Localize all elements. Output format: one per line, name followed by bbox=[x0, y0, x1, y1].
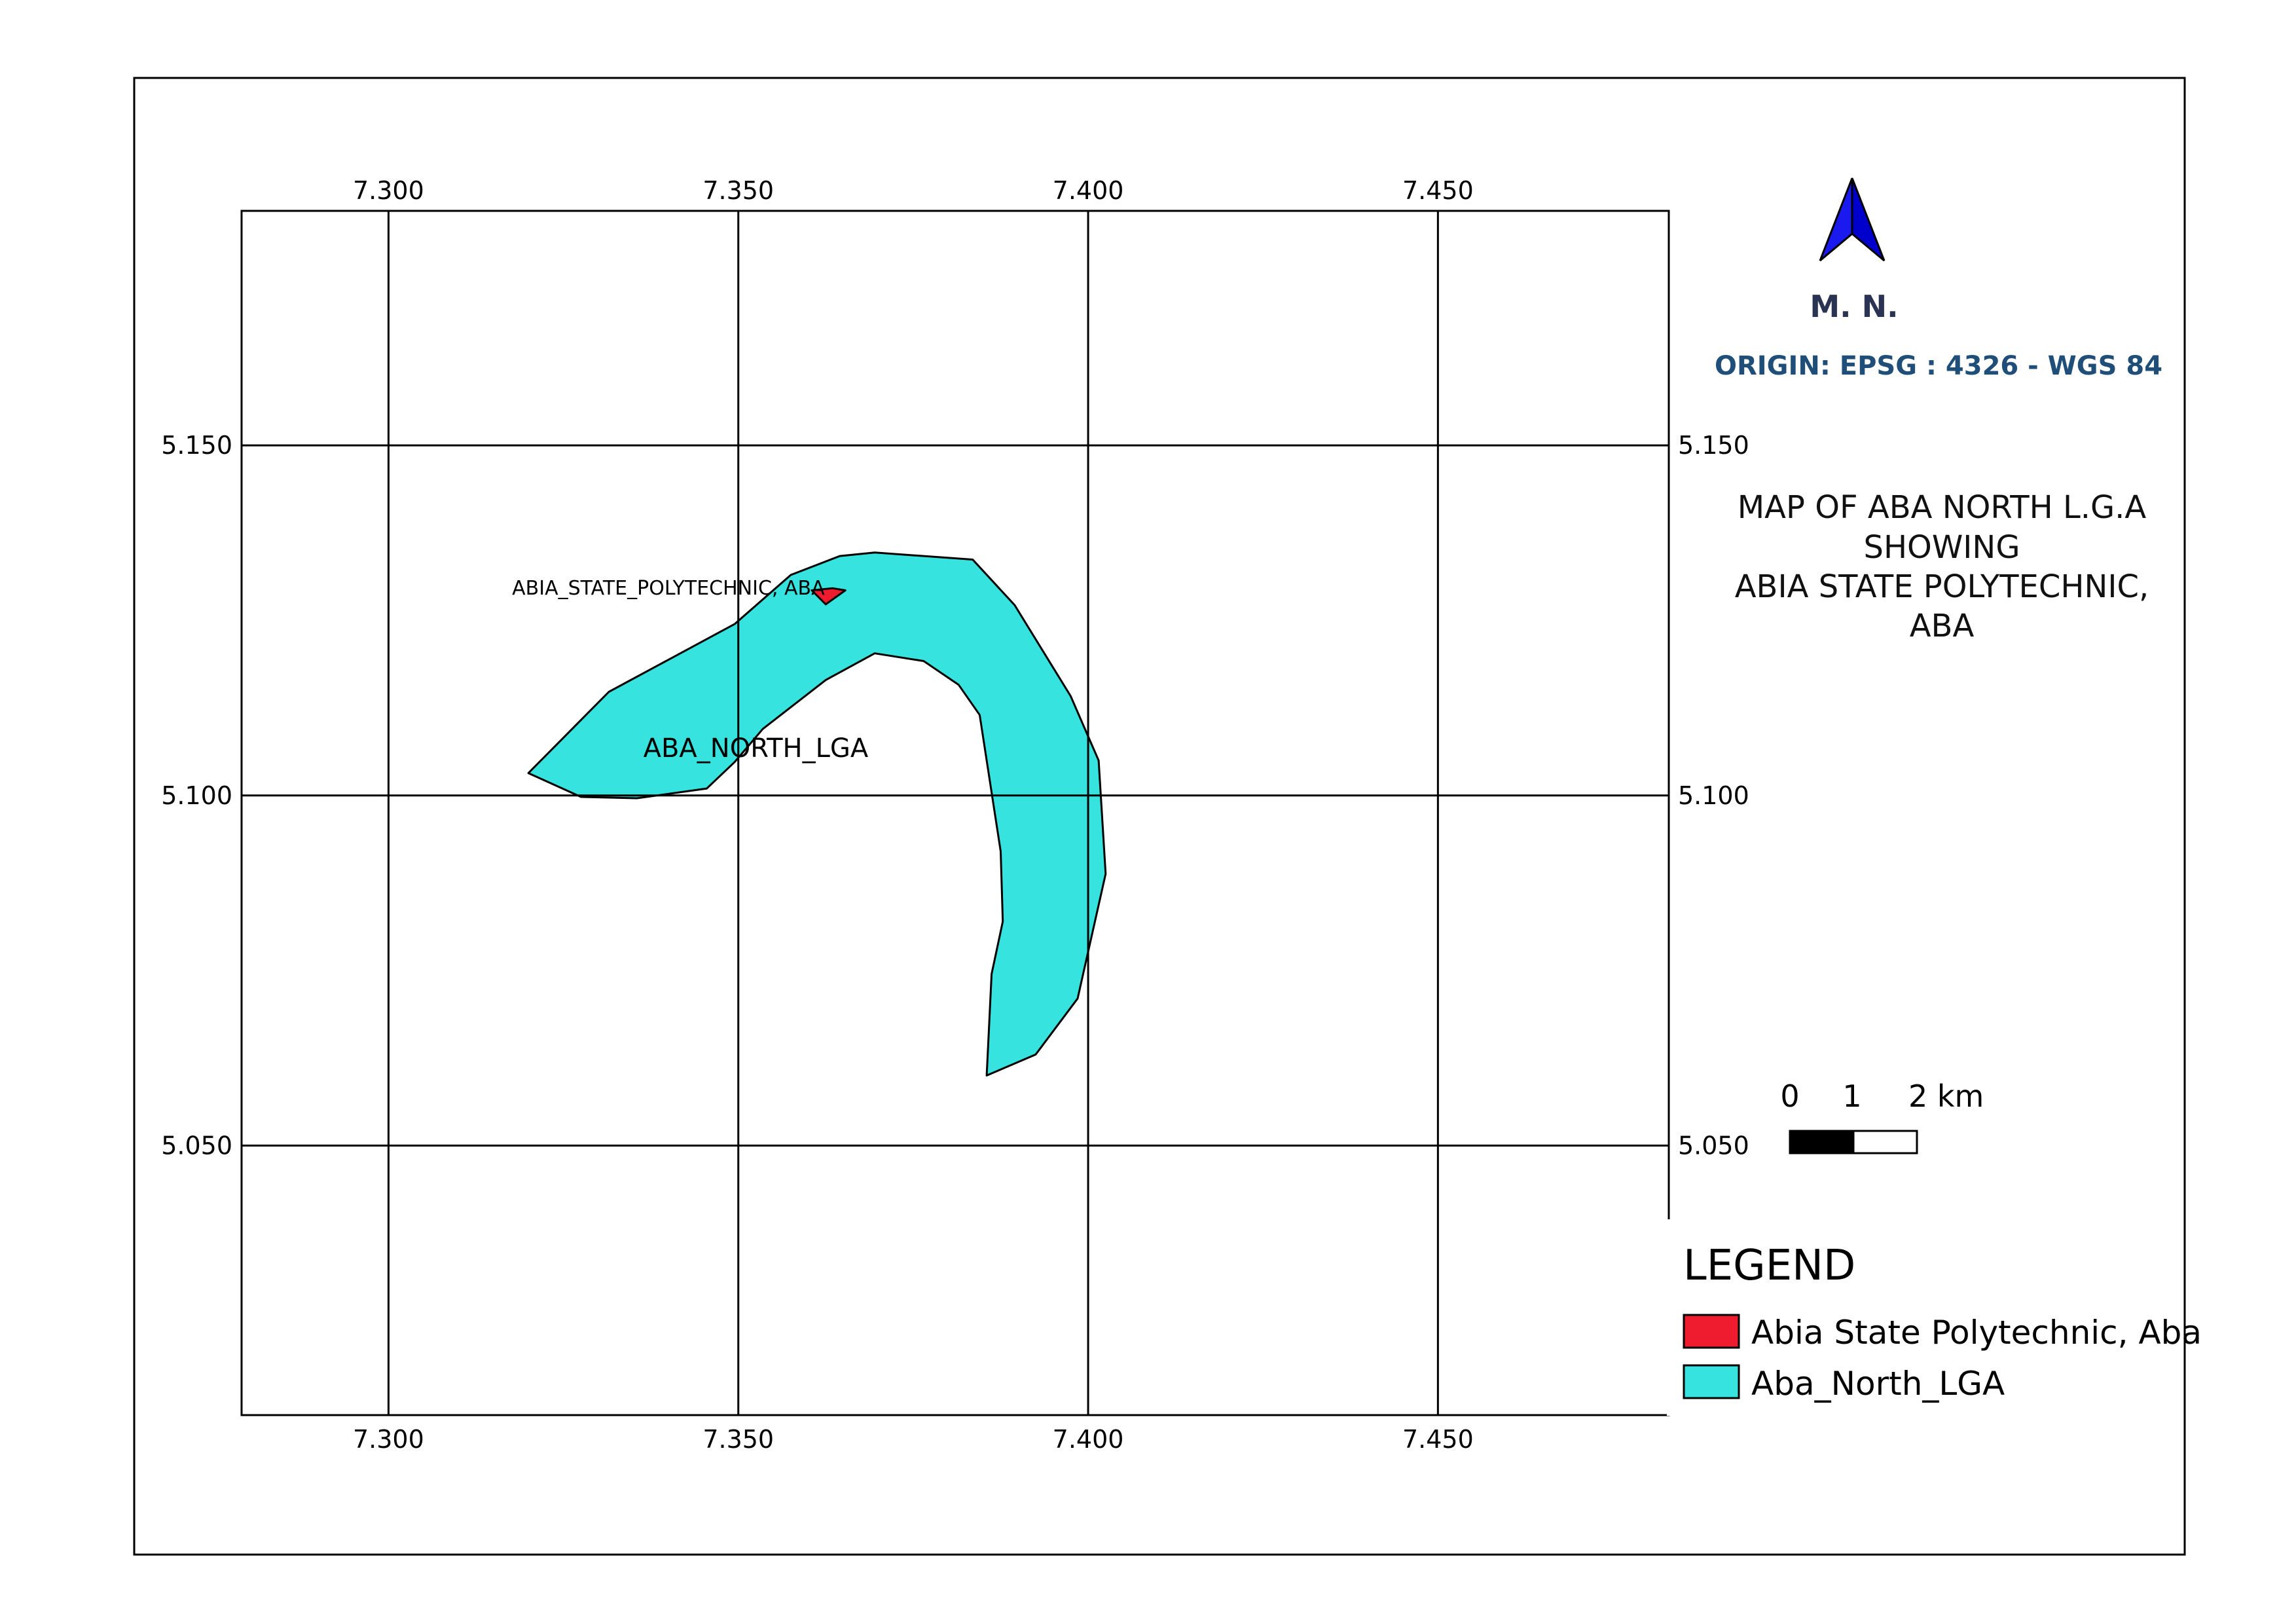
map-background bbox=[242, 211, 1669, 1415]
y-tick-label-right: 5.100 bbox=[1678, 781, 1749, 810]
map-title-line: MAP OF ABA NORTH L.G.A bbox=[1738, 489, 2147, 526]
legend-label-lga: Aba_North_LGA bbox=[1751, 1365, 2005, 1403]
north-arrow-label: M. N. bbox=[1810, 289, 1898, 324]
legend-label-polytechnic: Abia State Polytechnic, Aba bbox=[1751, 1314, 2202, 1352]
page-frame bbox=[133, 77, 2186, 1556]
map-title-line: SHOWING bbox=[1863, 529, 2020, 566]
north-arrow bbox=[1819, 177, 1886, 262]
y-tick-label-right: 5.150 bbox=[1678, 431, 1749, 460]
x-tick-label-top: 7.450 bbox=[1402, 176, 1474, 205]
scale-segment-black bbox=[1789, 1130, 1855, 1154]
feature-labels: ABA_NORTH_LGA ABIA_STATE_POLYTECHNIC, ABA bbox=[512, 577, 869, 764]
legend: LEGEND Abia State Polytechnic, Aba Aba_N… bbox=[1667, 1219, 2202, 1416]
lga-label: ABA_NORTH_LGA bbox=[644, 733, 869, 764]
graticule bbox=[242, 211, 1669, 1415]
y-tick-label-right: 5.050 bbox=[1678, 1131, 1749, 1160]
x-tick-label-top: 7.300 bbox=[353, 176, 424, 205]
map-title-line: ABIA STATE POLYTECHNIC, bbox=[1735, 568, 2149, 605]
scale-bar: 0 1 2 km bbox=[1780, 1079, 1984, 1154]
legend-swatch-lga bbox=[1683, 1364, 1740, 1399]
x-tick-label-bottom: 7.300 bbox=[353, 1425, 424, 1454]
scale-label-0: 0 bbox=[1780, 1079, 1799, 1114]
x-tick-label-top: 7.350 bbox=[702, 176, 774, 205]
x-tick-label-top: 7.400 bbox=[1053, 176, 1124, 205]
polytechnic-polygon[interactable] bbox=[811, 587, 847, 606]
scale-segment-white bbox=[1852, 1130, 1918, 1154]
scale-label-2: 2 km bbox=[1908, 1079, 1984, 1114]
legend-title: LEGEND bbox=[1683, 1242, 1855, 1290]
y-tick-label-left: 5.150 bbox=[161, 431, 232, 460]
legend-box bbox=[1667, 1219, 2171, 1416]
scale-label-1: 1 bbox=[1842, 1079, 1861, 1114]
polytechnic-label: ABIA_STATE_POLYTECHNIC, ABA bbox=[512, 577, 825, 600]
legend-swatch-polytechnic bbox=[1683, 1314, 1740, 1349]
crs-origin: ORIGIN: EPSG : 4326 - WGS 84 bbox=[1715, 351, 2162, 381]
north-arrow-icon bbox=[1819, 177, 1853, 262]
features-layer bbox=[527, 551, 1107, 1077]
y-tick-label-left: 5.050 bbox=[161, 1131, 232, 1160]
lga-polygon[interactable] bbox=[527, 551, 1107, 1077]
map-title-line: ABA bbox=[1910, 608, 1975, 644]
x-tick-label-bottom: 7.350 bbox=[702, 1425, 774, 1454]
x-tick-label-bottom: 7.450 bbox=[1402, 1425, 1474, 1454]
y-tick-label-left: 5.100 bbox=[161, 781, 232, 810]
x-tick-label-bottom: 7.400 bbox=[1053, 1425, 1124, 1454]
map-title: MAP OF ABA NORTH L.G.A SHOWING ABIA STAT… bbox=[1735, 489, 2149, 644]
map-frame[interactable]: ABA_NORTH_LGA ABIA_STATE_POLYTECHNIC, ABA bbox=[240, 210, 1670, 1416]
tick-labels: 7.300 7.300 7.350 7.350 7.400 7.400 7.450 7.450… bbox=[161, 176, 1749, 1454]
map-border bbox=[240, 210, 1670, 1416]
north-arrow-icon-right bbox=[1851, 177, 1886, 262]
